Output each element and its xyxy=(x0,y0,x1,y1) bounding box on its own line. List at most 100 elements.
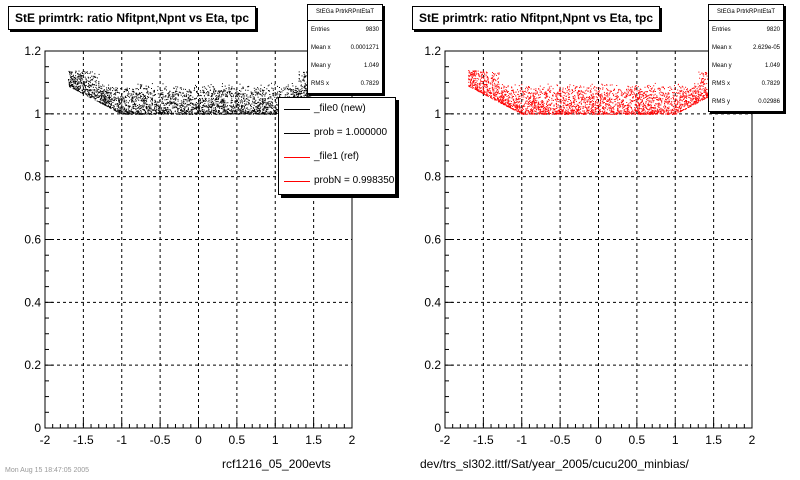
scatter-point xyxy=(125,89,127,91)
scatter-point xyxy=(72,75,74,77)
scatter-point xyxy=(634,113,636,115)
scatter-point xyxy=(657,111,659,113)
scatter-point xyxy=(516,111,518,113)
scatter-point xyxy=(221,102,223,104)
scatter-point xyxy=(224,89,226,91)
scatter-point xyxy=(523,104,525,106)
scatter-point xyxy=(518,85,520,87)
scatter-point xyxy=(85,84,87,86)
scatter-point xyxy=(161,113,163,114)
scatter-point xyxy=(630,91,632,93)
scatter-point xyxy=(528,111,530,113)
scatter-point xyxy=(621,113,623,115)
scatter-point xyxy=(268,101,270,103)
scatter-point xyxy=(165,96,167,98)
scatter-point xyxy=(119,98,121,100)
scatter-point xyxy=(608,94,610,96)
scatter-point xyxy=(532,103,534,105)
scatter-point xyxy=(639,97,641,99)
scatter-point xyxy=(133,103,135,105)
scatter-point xyxy=(237,95,238,97)
scatter-point xyxy=(266,111,268,113)
scatter-point xyxy=(141,93,143,95)
scatter-point xyxy=(92,79,94,81)
scatter-point xyxy=(651,88,653,90)
scatter-point xyxy=(115,87,117,89)
scatter-point xyxy=(597,98,598,100)
scatter-point xyxy=(225,109,227,111)
scatter-point xyxy=(559,89,560,91)
scatter-point xyxy=(264,100,266,102)
scatter-point xyxy=(673,109,675,111)
scatter-point xyxy=(284,89,286,91)
scatter-point xyxy=(543,92,545,94)
scatter-point xyxy=(133,112,135,114)
scatter-point xyxy=(527,110,529,112)
scatter-point xyxy=(270,101,272,103)
scatter-point xyxy=(196,104,197,106)
scatter-point xyxy=(647,105,649,107)
scatter-point xyxy=(154,100,156,102)
scatter-point xyxy=(88,92,90,94)
scatter-point xyxy=(231,106,233,108)
scatter-point xyxy=(670,87,672,89)
y-tick-label: 1 xyxy=(34,107,41,121)
scatter-point xyxy=(538,88,540,90)
scatter-point xyxy=(140,107,142,109)
scatter-point xyxy=(492,72,493,73)
scatter-point xyxy=(202,105,204,106)
scatter-point xyxy=(98,83,100,85)
scatter-point xyxy=(705,88,707,90)
scatter-point xyxy=(269,113,271,115)
scatter-point xyxy=(560,96,561,98)
scatter-point xyxy=(602,84,604,86)
scatter-point xyxy=(114,109,116,111)
scatter-point xyxy=(259,111,261,113)
scatter-point xyxy=(472,73,474,75)
scatter-point xyxy=(160,94,162,95)
scatter-point xyxy=(222,106,224,108)
scatter-point xyxy=(112,102,114,103)
scatter-point xyxy=(542,88,543,90)
scatter-point xyxy=(539,103,541,105)
scatter-point xyxy=(638,113,640,115)
scatter-point xyxy=(248,102,250,104)
scatter-point xyxy=(697,83,699,85)
scatter-point xyxy=(300,81,302,83)
scatter-point xyxy=(486,81,488,83)
scatter-point xyxy=(480,90,482,92)
scatter-point xyxy=(153,109,155,111)
scatter-point xyxy=(211,94,213,96)
scatter-point xyxy=(229,109,231,111)
scatter-point xyxy=(140,111,142,113)
scatter-point xyxy=(694,86,696,88)
scatter-point xyxy=(91,75,93,77)
scatter-point xyxy=(223,90,225,92)
scatter-point xyxy=(284,87,286,89)
scatter-point xyxy=(598,87,600,89)
scatter-point xyxy=(585,106,587,108)
scatter-point xyxy=(271,101,273,103)
scatter-point xyxy=(702,78,703,79)
scatter-point xyxy=(276,104,278,106)
scatter-point xyxy=(91,91,93,93)
scatter-point xyxy=(617,110,619,112)
scatter-point xyxy=(166,89,167,91)
scatter-point xyxy=(533,108,535,109)
scatter-point xyxy=(89,89,91,90)
scatter-point xyxy=(104,96,106,98)
scatter-point xyxy=(94,73,96,75)
scatter-point xyxy=(583,111,585,113)
scatter-point xyxy=(313,93,315,95)
scatter-point xyxy=(92,83,93,85)
scatter-point xyxy=(690,105,692,107)
scatter-point xyxy=(187,109,189,111)
scatter-point xyxy=(301,79,303,81)
scatter-point xyxy=(694,83,696,85)
scatter-point xyxy=(167,96,169,98)
scatter-point xyxy=(529,97,531,98)
scatter-point xyxy=(152,104,154,106)
scatter-point xyxy=(208,94,210,96)
scatter-point xyxy=(257,88,259,90)
y-tick-label: 0.2 xyxy=(24,358,41,372)
